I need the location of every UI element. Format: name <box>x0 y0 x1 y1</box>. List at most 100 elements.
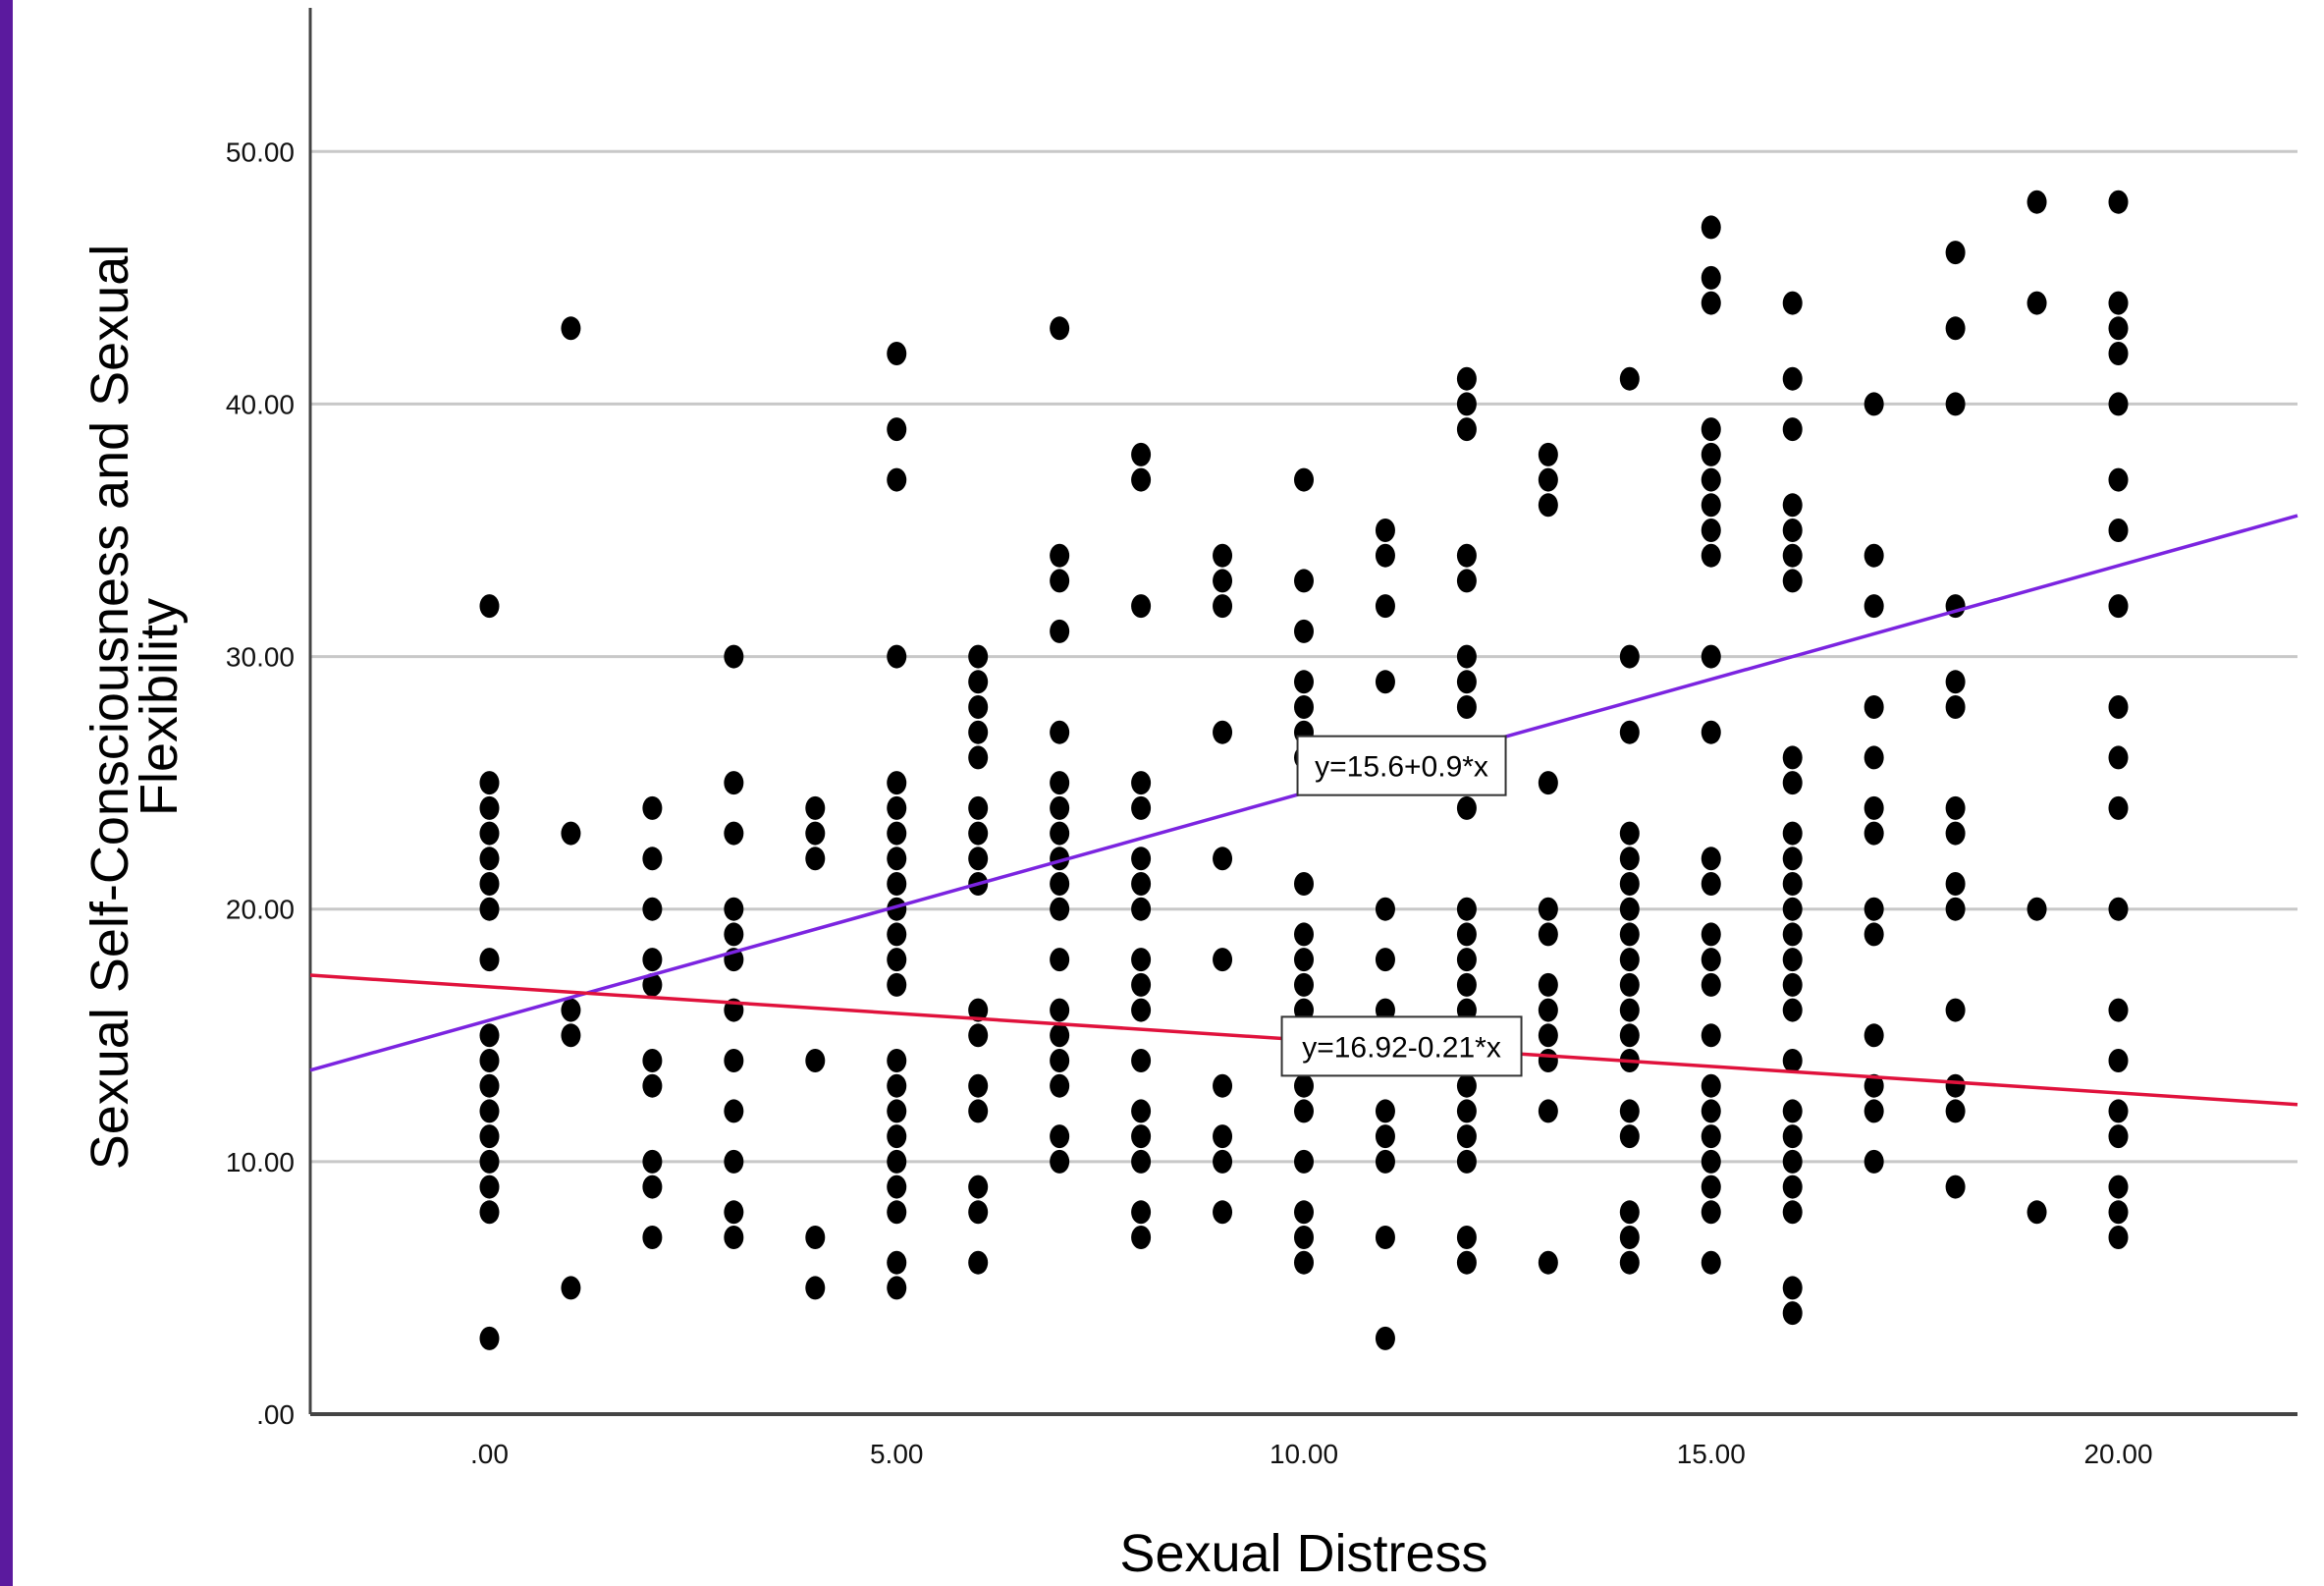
data-point <box>1701 847 1721 871</box>
data-point <box>1375 897 1395 921</box>
data-point <box>561 998 581 1022</box>
data-point <box>2108 795 2129 820</box>
data-point <box>1131 1099 1152 1123</box>
data-point <box>887 1175 907 1199</box>
data-point <box>1701 1200 1721 1225</box>
data-point <box>1456 972 1477 997</box>
data-point <box>1945 316 1966 341</box>
data-point <box>1456 392 1477 416</box>
data-point <box>1864 821 1884 846</box>
data-point <box>1375 519 1395 542</box>
data-point <box>1213 720 1233 744</box>
data-point <box>805 795 826 820</box>
data-point <box>724 1049 744 1072</box>
data-point <box>1131 1049 1152 1072</box>
data-point <box>479 1073 500 1098</box>
data-point <box>2108 695 2129 719</box>
data-point <box>1619 1099 1640 1123</box>
data-point <box>1864 897 1884 921</box>
data-point <box>1131 771 1152 795</box>
fit-line-labels: y=15.6+0.9*x y=16.92-0.21*x <box>1280 735 1523 1077</box>
data-point <box>887 847 907 871</box>
data-point <box>805 1276 826 1300</box>
data-point <box>805 821 826 846</box>
data-point <box>1782 366 1803 391</box>
data-point <box>1945 872 1966 896</box>
data-point <box>1619 366 1640 391</box>
data-point <box>1701 1124 1721 1149</box>
data-point <box>1701 442 1721 466</box>
data-point <box>1619 897 1640 921</box>
data-point <box>1131 594 1152 619</box>
y-axis-title-line-1: Sexual Self-Consciousness and Sexual <box>81 245 139 1171</box>
data-point <box>1375 594 1395 619</box>
data-point <box>1456 922 1477 947</box>
data-point <box>2108 1200 2129 1225</box>
data-point <box>887 922 907 947</box>
data-point <box>1701 265 1721 290</box>
data-point <box>1538 1049 1558 1072</box>
data-point <box>2027 1200 2047 1225</box>
data-point <box>2108 745 2129 770</box>
data-point <box>1538 467 1558 492</box>
data-point <box>1050 1023 1070 1048</box>
data-point <box>887 1276 907 1300</box>
data-point <box>2108 316 2129 341</box>
data-point <box>805 847 826 871</box>
data-point <box>1701 644 1721 669</box>
data-point <box>724 897 744 921</box>
data-point <box>887 1200 907 1225</box>
data-point <box>1294 948 1314 972</box>
data-point <box>1131 1200 1152 1225</box>
x-tick-labels: .00 5.00 10.00 15.00 20.00 <box>470 1439 2153 1469</box>
data-point <box>1131 1149 1152 1174</box>
axes <box>308 8 2297 1416</box>
data-point <box>1945 821 1966 846</box>
data-point <box>479 872 500 896</box>
data-point <box>1131 897 1152 921</box>
data-point <box>1050 872 1070 896</box>
data-point <box>1213 1149 1233 1174</box>
data-point <box>1864 1073 1884 1098</box>
data-point <box>1782 1200 1803 1225</box>
data-point <box>1294 670 1314 694</box>
data-point <box>1701 972 1721 997</box>
data-point <box>1456 1099 1477 1123</box>
data-point <box>1701 922 1721 947</box>
data-point <box>1213 1124 1233 1149</box>
data-point <box>1538 922 1558 947</box>
data-point <box>479 821 500 846</box>
data-point <box>2108 467 2129 492</box>
data-point <box>1050 543 1070 568</box>
data-point <box>479 1200 500 1225</box>
data-point <box>642 1073 663 1098</box>
x-tick-label: 5.00 <box>870 1439 924 1469</box>
data-point <box>1701 1250 1721 1275</box>
data-point <box>968 1175 989 1199</box>
data-point <box>1701 1073 1721 1098</box>
data-point <box>724 1149 744 1174</box>
data-point <box>1456 1124 1477 1149</box>
data-point <box>1945 670 1966 694</box>
data-point <box>724 1200 744 1225</box>
data-point <box>968 1250 989 1275</box>
data-point <box>1864 922 1884 947</box>
data-point <box>1701 1099 1721 1123</box>
data-point <box>968 720 989 744</box>
data-point <box>1782 1175 1803 1199</box>
data-point <box>1782 847 1803 871</box>
data-point <box>724 771 744 795</box>
data-point <box>1294 972 1314 997</box>
data-point <box>1945 392 1966 416</box>
data-point <box>1131 795 1152 820</box>
data-point <box>724 821 744 846</box>
data-point <box>1782 922 1803 947</box>
data-point <box>1456 897 1477 921</box>
data-point <box>1131 442 1152 466</box>
data-point <box>1782 1301 1803 1326</box>
data-point <box>1782 897 1803 921</box>
data-point <box>887 1124 907 1149</box>
data-point <box>1050 897 1070 921</box>
data-point <box>1619 1200 1640 1225</box>
